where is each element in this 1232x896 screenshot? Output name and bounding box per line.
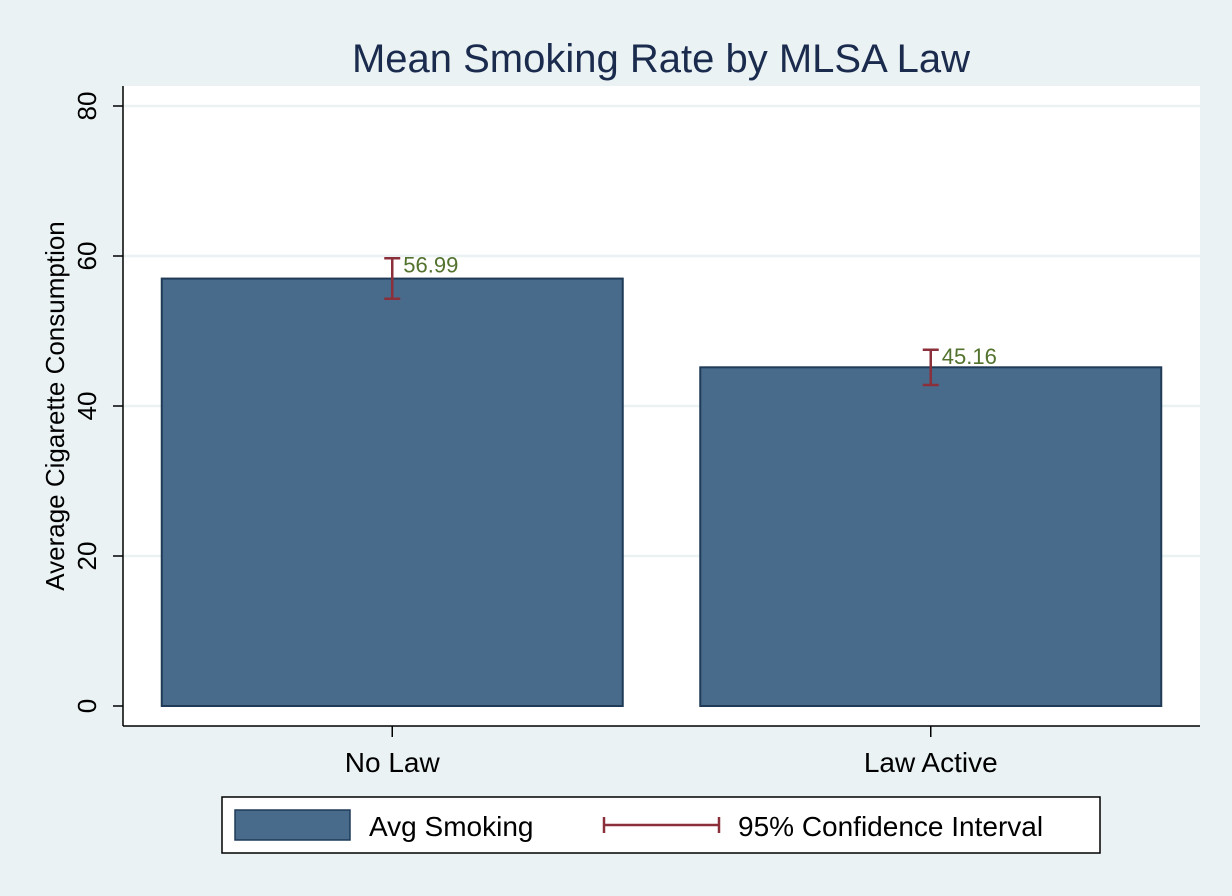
x-tick-label: Law Active xyxy=(864,747,998,778)
y-tick-label: 0 xyxy=(72,699,102,713)
bars xyxy=(160,277,1163,707)
y-axis-label: Average Cigarette Consumption xyxy=(40,221,70,591)
data-labels: 56.99 45.16 xyxy=(403,252,997,369)
legend-label-avg-smoking: Avg Smoking xyxy=(369,811,533,842)
y-tick-label: 40 xyxy=(72,392,102,421)
y-tick-label: 80 xyxy=(72,92,102,121)
legend-label-ci: 95% Confidence Interval xyxy=(738,811,1043,842)
legend-swatch-avg-smoking xyxy=(234,809,351,841)
chart-title: Mean Smoking Rate by MLSA Law xyxy=(352,37,970,81)
bar xyxy=(699,366,1163,707)
y-tick-label: 20 xyxy=(72,542,102,571)
y-tick-label: 60 xyxy=(72,242,102,271)
x-tick-label: No Law xyxy=(345,747,441,778)
bar xyxy=(160,277,624,707)
error-bar xyxy=(922,348,939,387)
confidence-intervals xyxy=(384,257,939,387)
y-ticks: 0 20 40 60 80 xyxy=(72,92,123,713)
legend-ci-symbol xyxy=(602,817,721,833)
data-label: 56.99 xyxy=(403,252,458,277)
x-ticks: No Law Law Active xyxy=(345,726,998,778)
error-bar xyxy=(384,257,401,300)
legend: Avg Smoking 95% Confidence Interval xyxy=(221,796,1101,854)
data-label: 45.16 xyxy=(942,344,997,369)
